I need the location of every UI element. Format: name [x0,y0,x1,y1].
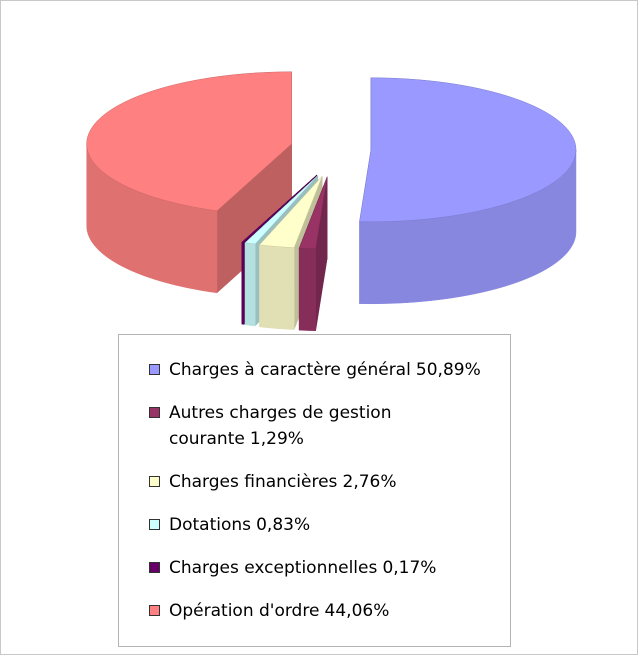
slice-side [259,244,295,330]
legend-label: Dotations [169,515,251,535]
slice [244,175,318,245]
legend-value: 1,29% [249,429,304,449]
slice-side [298,247,316,331]
legend-swatch [149,605,160,616]
legend-entry: Dotations 0,83% [149,512,490,538]
legend-entry: Charges financières 2,76% [149,469,490,495]
legend-swatch [149,562,160,573]
legend-entry: Charges à caractère général 50,89% [149,357,490,383]
slice-side [244,242,256,327]
legend-value: 0,17% [382,558,437,578]
slice [258,176,323,248]
legend-label: Charges à caractère général [169,360,411,380]
legend-label: Charges financières [169,472,338,492]
legend-entry: Autres charges de gestion courante 1,29% [149,400,490,452]
legend-entry: Opération d'ordre 44,06% [149,598,490,624]
slice [359,77,577,223]
slice [298,176,328,250]
slice [241,174,317,243]
legend-value: 0,83% [256,515,311,535]
legend-value: 2,76% [342,472,397,492]
legend-swatch [149,476,160,487]
legend-swatch [149,407,160,418]
legend-value: 50,89% [415,360,481,380]
legend-entry: Charges exceptionnelles 0,17% [149,555,490,581]
pie-area [86,71,577,331]
legend-label: Charges exceptionnelles [169,558,378,578]
slice-side [241,241,245,325]
legend: Charges à caractère général 50,89% Autres … [118,334,511,647]
legend-swatch [149,519,160,530]
legend-label: Opération d'ordre [169,601,320,621]
legend-value: 44,06% [324,601,390,621]
slice [86,71,292,212]
legend-label: Autres charges de gestion courante [169,403,392,449]
legend-swatch [149,364,160,375]
